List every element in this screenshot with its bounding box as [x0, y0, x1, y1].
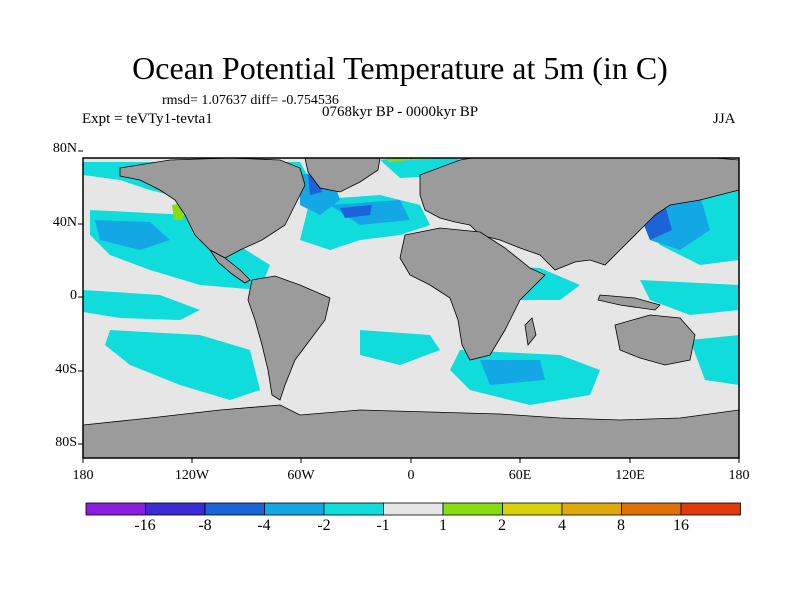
colorbar-label: -1 — [376, 517, 390, 534]
map-area — [83, 158, 739, 458]
africa — [399, 227, 546, 361]
colorbar-label: -4 — [257, 517, 271, 534]
lat-label-80s: 80S — [55, 435, 77, 450]
colorbar-segment — [561, 502, 622, 516]
south-america — [247, 275, 331, 401]
colorbar-label: 1 — [439, 517, 447, 534]
colorbar-segment — [680, 502, 741, 516]
australia — [614, 314, 696, 366]
colorbar-label: 2 — [498, 517, 506, 534]
colorbar-segment — [85, 502, 146, 516]
colorbar-segment — [621, 502, 682, 516]
colorbar-segment — [442, 502, 503, 516]
colorbar-segment — [145, 502, 206, 516]
central-america — [209, 249, 251, 284]
colorbar-label: 4 — [558, 517, 566, 534]
colorbar-label: 8 — [617, 517, 625, 534]
season-label: JJA — [713, 111, 736, 127]
lon-label-120w: 120W — [174, 468, 210, 483]
stats-line: rmsd= 1.07637 diff= -0.754536 — [162, 93, 339, 108]
lon-label-60w: 60W — [287, 468, 315, 483]
lon-label-180e: 180 — [728, 468, 750, 483]
colorbar-segment — [383, 502, 444, 516]
antarctica — [83, 404, 739, 458]
lat-label-0: 0 — [70, 288, 77, 303]
lat-label-40s: 40S — [55, 362, 77, 377]
colorbar-segment — [323, 502, 384, 516]
period-label: 0768kyr BP - 0000kyr BP — [322, 104, 479, 120]
colorbar-label: 16 — [673, 517, 689, 534]
lat-label-40n: 40N — [52, 215, 77, 230]
chart-title: Ocean Potential Temperature at 5m (in C) — [132, 50, 668, 86]
colorbar-label: -16 — [134, 517, 156, 534]
experiment-label: Expt = teVTy1-tevta1 — [82, 111, 213, 127]
lat-label-80n: 80N — [52, 141, 77, 156]
moderate-cool-regions — [95, 170, 710, 385]
land-masses — [83, 158, 739, 458]
colorbar — [85, 502, 741, 516]
north-america — [119, 158, 306, 259]
lon-label-0: 0 — [407, 468, 415, 483]
axis-ticks — [78, 150, 740, 463]
colorbar-label: -2 — [317, 517, 331, 534]
lon-label-120e: 120E — [615, 468, 645, 483]
colorbar-segment — [264, 502, 325, 516]
eurasia — [419, 158, 739, 271]
lon-label-180w: 180 — [72, 468, 94, 483]
greenland — [304, 158, 381, 193]
colorbar-segment — [204, 502, 265, 516]
colorbar-segment — [502, 502, 563, 516]
indonesia — [597, 294, 661, 311]
colorbar-label: -8 — [198, 517, 212, 534]
madagascar — [524, 317, 537, 346]
lon-label-60e: 60E — [508, 468, 532, 483]
